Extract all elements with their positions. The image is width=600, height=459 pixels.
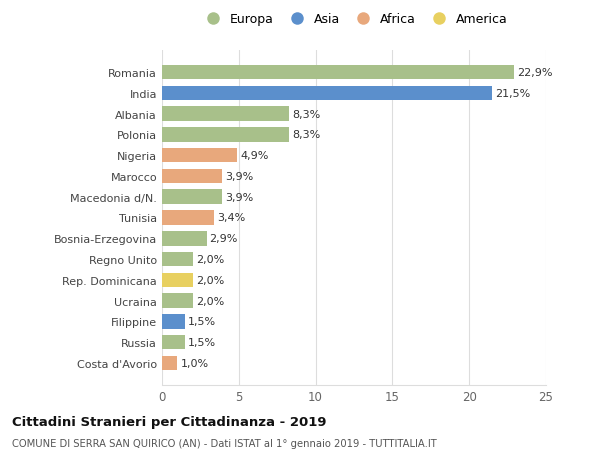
Text: 3,4%: 3,4% (217, 213, 245, 223)
Text: 8,3%: 8,3% (293, 109, 321, 119)
Bar (162, 211, 214, 225)
Bar (162, 66, 514, 80)
Bar (162, 273, 193, 287)
Text: 1,0%: 1,0% (181, 358, 209, 368)
Bar (162, 314, 185, 329)
Text: Cittadini Stranieri per Cittadinanza - 2019: Cittadini Stranieri per Cittadinanza - 2… (12, 415, 326, 428)
Text: 22,9%: 22,9% (517, 68, 553, 78)
Text: 21,5%: 21,5% (496, 89, 530, 99)
Bar (162, 356, 178, 370)
Text: 4,9%: 4,9% (241, 151, 269, 161)
Text: 3,9%: 3,9% (225, 172, 253, 182)
Bar (162, 107, 289, 122)
Text: 2,0%: 2,0% (196, 254, 224, 264)
Bar (162, 252, 193, 267)
Text: 2,0%: 2,0% (196, 275, 224, 285)
Bar (162, 294, 193, 308)
Text: 2,9%: 2,9% (209, 234, 238, 244)
Text: 1,5%: 1,5% (188, 317, 216, 327)
Text: 3,9%: 3,9% (225, 192, 253, 202)
Bar (162, 190, 222, 205)
Bar (162, 86, 492, 101)
Text: 2,0%: 2,0% (196, 296, 224, 306)
Text: 1,5%: 1,5% (188, 337, 216, 347)
Bar (162, 231, 206, 246)
Text: 8,3%: 8,3% (293, 130, 321, 140)
Legend: Europa, Asia, Africa, America: Europa, Asia, Africa, America (200, 13, 508, 26)
Bar (162, 169, 222, 184)
Bar (162, 335, 185, 350)
Text: COMUNE DI SERRA SAN QUIRICO (AN) - Dati ISTAT al 1° gennaio 2019 - TUTTITALIA.IT: COMUNE DI SERRA SAN QUIRICO (AN) - Dati … (12, 438, 437, 448)
Bar (162, 149, 237, 163)
Bar (162, 128, 289, 142)
